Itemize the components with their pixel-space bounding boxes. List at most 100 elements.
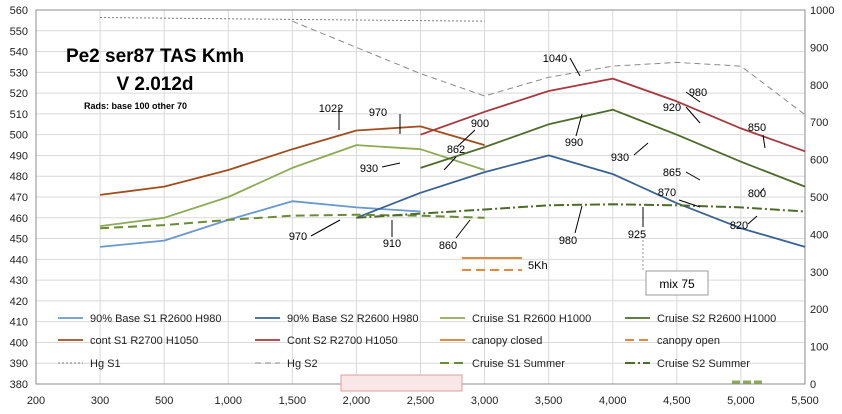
annotations: 1022 970 930 900 862 970 910 860 1040 990 980 980 93… (289, 53, 766, 252)
y-left-tick-label: 420 (10, 296, 28, 308)
annotation-leader (457, 129, 476, 147)
annotation-leader (569, 57, 581, 77)
annotation-label: 1022 (319, 103, 343, 115)
x-tick-label: 1,000 (214, 395, 242, 407)
mix-box (645, 270, 709, 296)
annotation-leader (443, 156, 457, 171)
series-line-9 (292, 20, 806, 116)
legend-label: cont S1 R2700 H1050 (90, 335, 198, 347)
y-left-tick-label: 470 (10, 192, 28, 204)
y-left-tick-label: 400 (10, 337, 28, 349)
series-line-1 (356, 154, 806, 248)
annotation-label: 980 (559, 235, 577, 247)
y-right-tick-label: 100 (810, 342, 828, 354)
legend-label: Cruise S2 Summer (657, 358, 750, 370)
y-right-tick-label: 500 (810, 192, 828, 204)
annotation-leader (310, 219, 341, 237)
y-right-tick-label: 600 (810, 155, 828, 167)
y-right-tick-label: 300 (810, 267, 828, 279)
legend-label: canopy open (657, 335, 720, 347)
y-left-tick-label: 530 (10, 67, 28, 79)
x-tick-label: 1,500 (279, 395, 307, 407)
annotation-label: 930 (360, 163, 378, 175)
annotation-leader (575, 113, 583, 137)
series-line-11 (356, 203, 806, 219)
y-right-tick-label: 900 (810, 42, 828, 54)
x-tick-label: 4,500 (663, 395, 691, 407)
annotation-label: 970 (369, 107, 387, 119)
x-tick-label: 5,500 (791, 395, 819, 407)
mix-callout: mix 75 (642, 236, 709, 296)
y-left-tick-label: 500 (10, 130, 28, 142)
x-tick-label: 200 (27, 395, 45, 407)
annotation-label: 860 (439, 240, 457, 252)
annotation-leader (381, 162, 401, 168)
y-left-tick-label: 390 (10, 358, 28, 370)
kh-label: 5Kh (528, 260, 548, 272)
legend-label: Cruise S1 R2600 H1000 (472, 313, 591, 325)
y-left-tick-label: 520 (10, 88, 28, 100)
annotation-label: 870 (658, 187, 676, 199)
annotation-label: 800 (748, 188, 766, 200)
x-tick-label: 2,000 (343, 395, 371, 407)
x-tick-label: 3,500 (535, 395, 563, 407)
x-tick-label: 4,000 (599, 395, 627, 407)
series-line-0 (100, 200, 421, 248)
y-left-tick-label: 440 (10, 254, 28, 266)
annotation-leader (685, 91, 701, 103)
y-right-tick-label: 1000 (810, 5, 834, 17)
y-right-tick-label: 400 (810, 229, 828, 241)
axes: 380 390 400 410 420 430 440 450 460 470 480 490 500 5… (10, 5, 835, 407)
y-right-tick-label: 0 (810, 379, 816, 391)
y-left-tick-label: 480 (10, 171, 28, 183)
annotation-leader (747, 215, 758, 225)
legend: 90% Base S1 R2600 H980 90% Base S2 R2600 … (58, 313, 776, 370)
annotation-label: 980 (689, 87, 707, 99)
x-tick-label: 2,500 (407, 395, 435, 407)
legend-label: 90% Base S1 R2600 H980 (90, 313, 221, 325)
y-left-tick-label: 490 (10, 150, 28, 162)
annotation-label: 910 (383, 238, 401, 250)
legend-label: canopy closed (472, 335, 542, 347)
y-left-tick-label: 560 (10, 5, 28, 17)
chart-title-line1: Pe2 ser87 TAS Kmh (66, 46, 244, 67)
annotation-label: 925 (628, 229, 646, 241)
y-right-tick-label: 800 (810, 80, 828, 92)
annotation-leader (685, 171, 701, 181)
annotation-label: 865 (663, 167, 681, 179)
annotation-leader (633, 142, 649, 156)
annotation-label: 920 (663, 102, 681, 114)
kh-marker: 5Kh (462, 257, 548, 272)
annotation-label: 850 (748, 122, 766, 134)
y-left-tick-label: 410 (10, 317, 28, 329)
x-tick-label: 5,000 (727, 395, 755, 407)
y-left-tick-label: 550 (10, 26, 28, 38)
y-left-tick-label: 430 (10, 275, 28, 287)
annotation-label: 970 (289, 231, 307, 243)
y-left-tick-label: 510 (10, 109, 28, 121)
annotation-leader (762, 134, 766, 149)
y-left-tick-label: 460 (10, 213, 28, 225)
annotation-leader (678, 199, 701, 208)
y-left-tick-label: 450 (10, 234, 28, 246)
legend-label: Cruise S1 Summer (472, 358, 565, 370)
x-tick-label: 300 (91, 395, 109, 407)
annotation-label: 900 (471, 118, 489, 130)
series-line-4 (99, 125, 485, 196)
series-line-2 (99, 144, 485, 227)
series-line-10 (100, 213, 485, 230)
legend-label: Cont S2 R2700 H1050 (287, 335, 398, 347)
legend-label: Hg S2 (287, 358, 318, 370)
legend-label: Hg S1 (90, 358, 121, 370)
y-right-tick-label: 700 (810, 117, 828, 129)
annotation-leader (685, 106, 701, 124)
x-tick-label: 3,000 (471, 395, 499, 407)
annotation-label: 1040 (543, 53, 567, 65)
series-layer (99, 17, 806, 248)
chart-subtitle: Rads: base 100 other 70 (84, 101, 187, 111)
pink-box (340, 374, 463, 392)
series-line-3 (420, 108, 806, 188)
x-tick-label: 500 (155, 395, 173, 407)
annotation-label: 820 (730, 220, 748, 232)
